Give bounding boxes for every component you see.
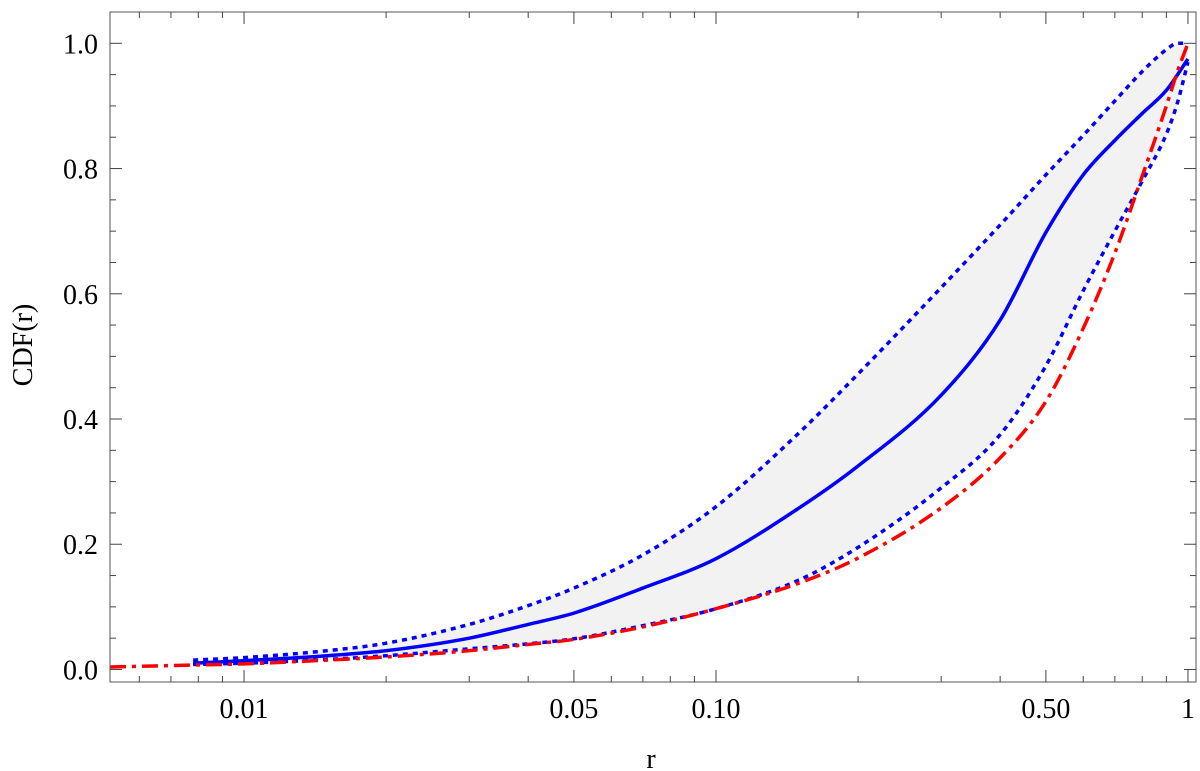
y-tick-label: 1.0	[63, 29, 98, 60]
confidence-band	[193, 43, 1188, 665]
reference-dashdot-line	[109, 42, 1190, 669]
upper-bound-dotted-line	[193, 41, 1188, 662]
y-tick-label: 0.4	[63, 405, 98, 436]
y-axis: 0.0 0.2 0.4 0.6 0.8 1.0	[63, 29, 1196, 686]
plot-frame	[109, 11, 1197, 683]
y-tick-label: 0.6	[63, 280, 98, 311]
lower-bound-dotted-line	[193, 61, 1190, 667]
y-tick-label: 0.0	[63, 655, 98, 686]
series-layer	[109, 41, 1190, 669]
x-axis: 0.01 0.05 0.10 0.50 1	[138, 12, 1195, 725]
y-tick-label: 0.2	[63, 530, 98, 561]
x-tick-label: 1	[1181, 694, 1195, 725]
x-tick-label: 0.50	[1021, 694, 1070, 725]
confidence-band-area	[193, 43, 1188, 665]
x-tick-label: 0.10	[691, 694, 740, 725]
median-solid-line	[193, 57, 1190, 665]
y-axis-title: CDF(r)	[8, 304, 39, 386]
y-tick-label: 0.8	[63, 155, 98, 186]
x-tick-label: 0.01	[220, 694, 269, 725]
x-axis-title: r	[646, 744, 656, 771]
x-tick-label: 0.05	[549, 694, 598, 725]
